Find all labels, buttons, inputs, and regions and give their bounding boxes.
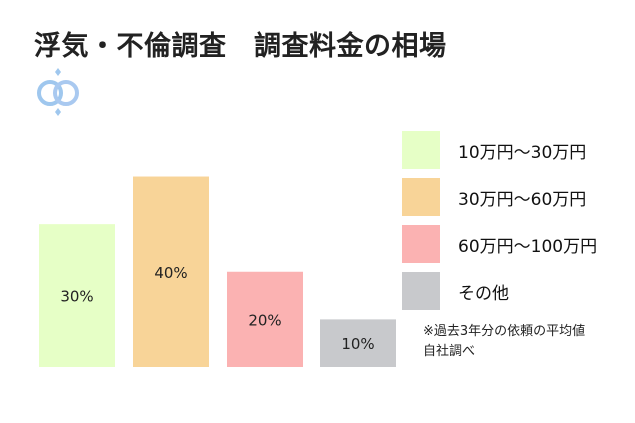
bar-label-3: 20% [248,311,281,329]
logo-right-ring [53,80,79,106]
logo-bottom-diamond [55,108,61,116]
bar-2 [133,176,209,367]
legend-label-2: 30万円〜60万円 [458,189,587,210]
legend-item-3: 60万円〜100万円 [402,225,597,263]
bar-3 [227,271,303,367]
footnote: ※過去3年分の依頼の平均値 自社調べ [423,322,585,362]
bar-label-2: 40% [154,264,187,282]
page-title: 浮気・不倫調査 調査料金の相場 [34,31,447,62]
legend-label-3: 60万円〜100万円 [458,236,598,257]
footnote-line-1: ※過去3年分の依頼の平均値 [423,324,586,339]
legend-swatch-1 [402,131,440,169]
double-ring-icon [37,68,79,116]
legend-item-4: その他 [402,272,509,310]
legend-item-2: 30万円〜60万円 [402,178,586,216]
footnote-line-2: 自社調べ [423,344,476,359]
legend-label-1: 10万円〜30万円 [458,142,587,163]
bar-4 [320,319,396,367]
legend-swatch-3 [402,225,440,263]
logo-left-ring [37,80,63,106]
bar-label-1: 30% [60,288,93,306]
legend-label-4: その他 [458,283,509,304]
bar-1 [39,224,115,367]
bar-label-4: 10% [341,335,374,353]
legend-swatch-2 [402,178,440,216]
logo-top-diamond [55,68,61,76]
legend-swatch-4 [402,272,440,310]
legend-item-1: 10万円〜30万円 [402,131,586,169]
